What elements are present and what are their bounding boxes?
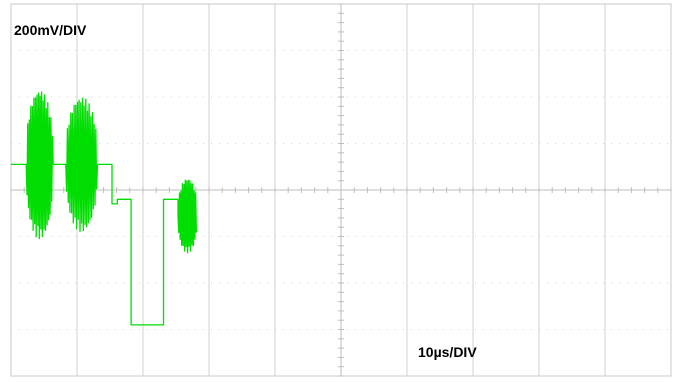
signal-trace-0 <box>11 91 198 326</box>
graticule <box>10 3 672 377</box>
horizontal-scale-label: 10µs/DIV <box>418 344 477 360</box>
vertical-scale-label: 200mV/DIV <box>14 22 87 38</box>
scale-labels: 200mV/DIV 10µs/DIV <box>14 22 477 360</box>
signal-trace-layer <box>11 91 198 326</box>
